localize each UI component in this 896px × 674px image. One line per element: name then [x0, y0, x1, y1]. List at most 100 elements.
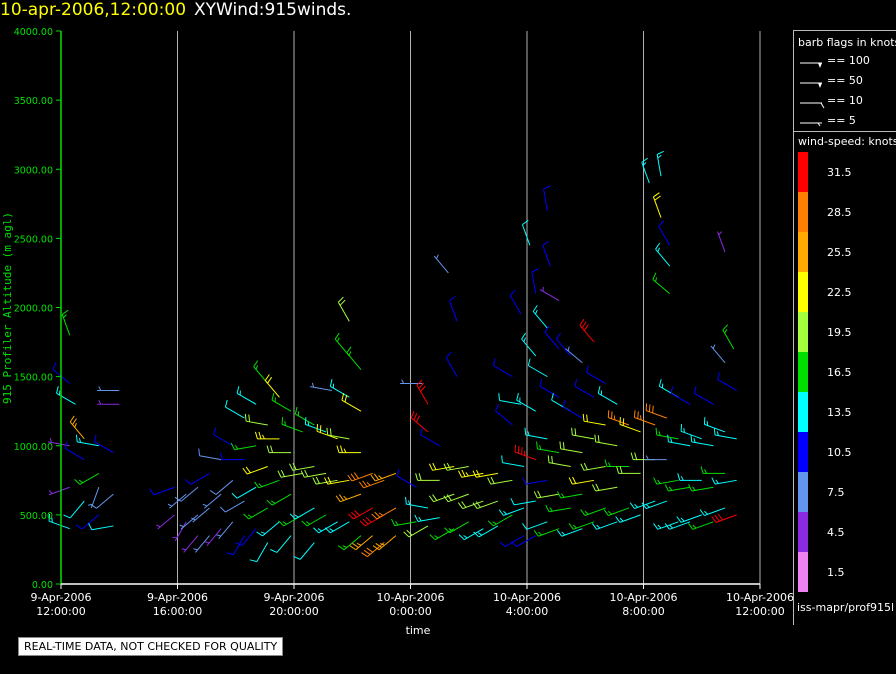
wind-barb	[473, 525, 499, 538]
wind-barb	[97, 386, 120, 391]
wind-barb	[458, 528, 484, 541]
wind-barb	[664, 484, 691, 492]
wind-barb	[428, 462, 455, 471]
wind-barb	[293, 542, 315, 560]
speed-scale-label: 16.5	[827, 366, 852, 379]
wind-barb	[449, 295, 458, 322]
wind-barb	[527, 358, 548, 378]
wind-barb	[289, 507, 315, 520]
wind-barb	[88, 487, 100, 509]
x-tick-time: 8:00:00	[622, 605, 664, 618]
speed-color-swatch	[798, 512, 808, 552]
wind-barb	[341, 393, 362, 412]
wind-barb	[565, 346, 583, 364]
speed-scale-row: 13.5	[798, 392, 893, 432]
wind-barb	[591, 521, 618, 530]
speed-scale-label: 13.5	[827, 406, 852, 419]
wind-barb	[216, 521, 234, 539]
wind-barb	[472, 469, 498, 478]
wind-barb	[445, 351, 458, 377]
wind-barb	[74, 472, 100, 485]
wind-barb	[580, 462, 606, 471]
wind-barb	[184, 472, 210, 485]
wind-barb	[516, 393, 536, 412]
wind-barb	[499, 535, 525, 548]
wind-barb	[414, 514, 440, 522]
wind-barb	[410, 410, 429, 433]
speed-scale-row: 19.5	[798, 312, 893, 352]
barb-legend-label: == 50	[827, 74, 863, 87]
wind-barb	[204, 528, 222, 546]
wind-barb	[69, 415, 85, 440]
speed-color-swatch	[798, 552, 808, 592]
speed-scale-row: 4.5	[798, 512, 893, 552]
wind-barb	[337, 535, 362, 551]
speed-scale-row: 7.5	[798, 472, 893, 512]
wind-barb	[562, 399, 583, 419]
x-tick-date: 9-Apr-2006	[30, 591, 91, 604]
wind-barb	[615, 514, 641, 523]
wind-barb	[603, 507, 630, 516]
wind-barb	[198, 448, 222, 461]
wind-barb	[415, 473, 440, 481]
wind-barb	[61, 309, 71, 336]
speed-color-swatch	[798, 232, 808, 272]
y-tick-label: 2000.00	[14, 304, 53, 315]
chart-title-time: 10-apr-2006,12:00:00	[0, 0, 187, 20]
wind-barb	[655, 427, 679, 440]
speed-scale-label: 28.5	[827, 206, 852, 219]
speed-scale-label: 31.5	[827, 166, 852, 179]
wind-barb	[710, 344, 726, 364]
legend-panel: barb flags in knots == 100 == 50 == 10 == 5…	[793, 30, 896, 625]
speed-legend-header: wind-speed: knots	[798, 135, 896, 148]
wind-barb	[193, 535, 210, 553]
wind-barb	[428, 493, 455, 503]
wind-barb	[487, 514, 513, 527]
wind-barb	[717, 231, 726, 253]
wind-barb	[604, 459, 629, 467]
wind-barb	[539, 379, 560, 398]
wind-barb	[501, 455, 525, 467]
wind-barb	[652, 192, 662, 218]
x-tick-date: 10-Apr-2006	[376, 591, 444, 604]
speed-scale-row: 28.5	[798, 192, 893, 232]
wind-barb	[457, 500, 484, 510]
wind-barb	[722, 324, 735, 350]
wind-barb	[294, 406, 315, 426]
wind-barb	[266, 493, 292, 506]
wind-barb	[346, 346, 362, 371]
y-axis-label: 915 Profiler Altitude (m agl)	[1, 212, 14, 404]
wind-barb	[231, 486, 257, 499]
wind-barb	[652, 272, 671, 295]
wind-barb	[416, 379, 429, 405]
chart-title: 10-apr-2006,12:00:00 XYWind:915winds.	[0, 0, 351, 20]
wind-barb	[645, 403, 667, 419]
speed-color-swatch	[798, 192, 808, 232]
wind-barb	[591, 483, 618, 492]
wind-barb	[220, 452, 245, 461]
wind-barb	[429, 528, 455, 541]
wind-barb	[641, 500, 667, 510]
y-tick-label: 500.00	[20, 511, 53, 522]
wind-barb	[616, 466, 641, 474]
wind-barb	[487, 476, 513, 485]
wind-barb	[544, 325, 560, 350]
x-tick-date: 9-Apr-2006	[147, 591, 208, 604]
wind-barb	[289, 462, 315, 471]
chart-axes: 0.00 500.00 1000.00 1500.00 2000.00 2500.00 30…	[14, 27, 793, 618]
wind-barb	[277, 469, 303, 478]
wind-barb	[313, 521, 338, 534]
wind-barb	[472, 500, 499, 510]
wind-barb	[361, 542, 385, 558]
speed-scale-row: 16.5	[798, 352, 893, 392]
speed-scale-row: 25.5	[798, 232, 893, 272]
wind-barb	[664, 521, 691, 530]
time-gridlines	[177, 31, 761, 584]
speed-color-swatch	[798, 432, 808, 472]
wind-barb	[403, 525, 429, 538]
wind-barb	[370, 472, 397, 482]
wind-barb	[658, 379, 679, 398]
wind-barb	[568, 521, 595, 530]
quality-notice: REAL-TIME DATA, NOT CHECKED FOR QUALITY	[18, 637, 284, 656]
chart-title-product: XYWind:915winds.	[194, 0, 352, 20]
